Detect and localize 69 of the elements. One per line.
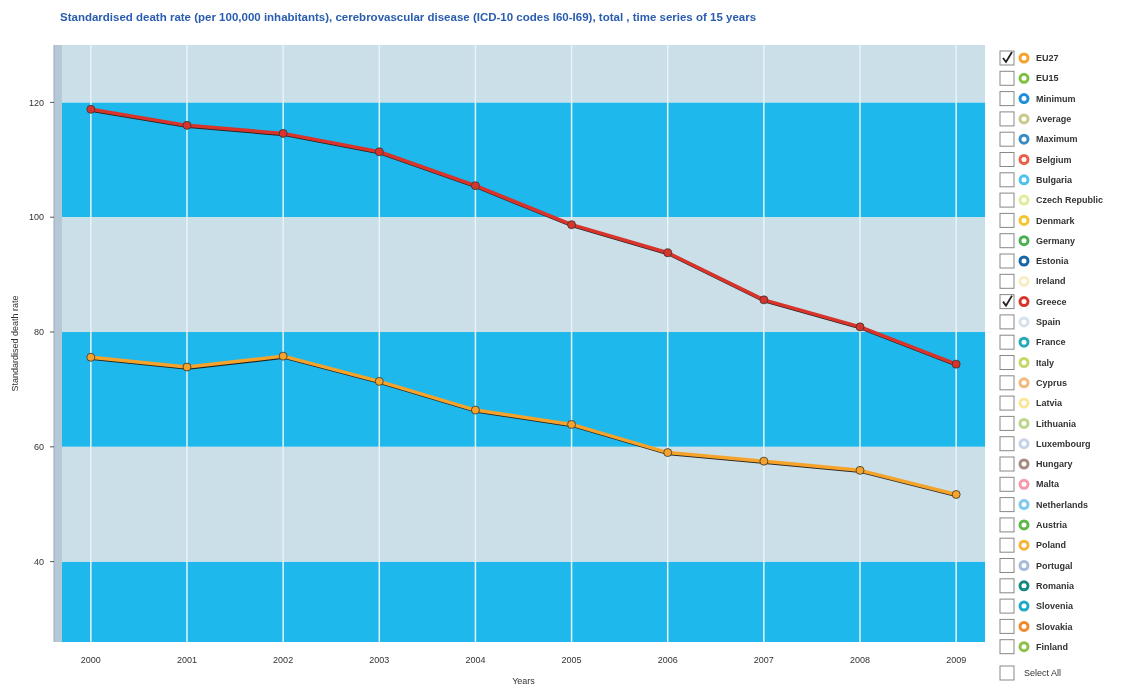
point bbox=[759, 295, 769, 305]
x-axis-title: Years bbox=[512, 676, 536, 686]
legend-label: Czech Republic bbox=[1036, 195, 1104, 206]
x-tick-label: 2008 bbox=[849, 655, 871, 665]
y-tick-label: 60 bbox=[33, 441, 44, 452]
legend-label: Denmark bbox=[1036, 215, 1076, 226]
y-tick-label: 120 bbox=[28, 97, 44, 108]
legend-label: Luxembourg bbox=[1036, 438, 1091, 449]
legend-label: EU15 bbox=[1036, 73, 1059, 84]
point bbox=[374, 376, 384, 386]
legend-label: Maximum bbox=[1036, 134, 1078, 145]
point bbox=[951, 490, 961, 499]
point bbox=[471, 405, 480, 415]
point bbox=[663, 448, 673, 457]
point bbox=[278, 129, 288, 138]
legend-label: Italy bbox=[1036, 357, 1055, 368]
x-tick-label: 2005 bbox=[561, 655, 582, 665]
legend-label: Lithuania bbox=[1036, 418, 1077, 429]
legend-label: Netherlands bbox=[1036, 499, 1089, 510]
point bbox=[855, 322, 865, 332]
legend-label: Finland bbox=[1036, 641, 1068, 652]
legend-label: Minimum bbox=[1036, 93, 1076, 104]
point bbox=[759, 456, 769, 466]
point bbox=[567, 220, 576, 230]
x-tick-label: 2003 bbox=[369, 655, 390, 665]
x-tick-label: 2002 bbox=[273, 655, 294, 665]
x-tick-label: 2000 bbox=[80, 655, 101, 665]
y-tick-label: 40 bbox=[33, 556, 44, 567]
legend-label: Ireland bbox=[1036, 276, 1066, 287]
legend-label: Latvia bbox=[1036, 398, 1064, 409]
point bbox=[182, 120, 192, 130]
chart-title: Standardised death rate (per 100,000 inhabitants), cerebrovascular disease (ICD-10 codes I60-I69), total , time series of 15 years bbox=[60, 11, 757, 23]
legend-label: Bulgaria bbox=[1036, 174, 1073, 185]
point bbox=[278, 351, 288, 361]
legend-label: Germany bbox=[1036, 235, 1076, 246]
point bbox=[86, 104, 96, 114]
point bbox=[182, 362, 192, 372]
legend-label: Average bbox=[1036, 114, 1072, 125]
y-tick-label: 80 bbox=[33, 327, 44, 338]
point bbox=[374, 147, 384, 157]
x-tick-label: 2009 bbox=[946, 655, 967, 665]
legend-label: Poland bbox=[1036, 540, 1067, 551]
point bbox=[471, 181, 480, 191]
legend-label: Slovakia bbox=[1036, 621, 1074, 632]
text: Select All bbox=[1024, 668, 1062, 679]
legend-label: EU27 bbox=[1036, 53, 1059, 64]
point bbox=[663, 248, 673, 258]
legend-label: France bbox=[1036, 337, 1066, 348]
x-tick-label: 2001 bbox=[176, 655, 198, 665]
legend-label: Slovenia bbox=[1036, 601, 1075, 612]
legend-label: Romania bbox=[1036, 580, 1075, 591]
point bbox=[951, 359, 961, 369]
legend-label: Hungary bbox=[1036, 459, 1073, 470]
x-tick-label: 2006 bbox=[657, 655, 678, 665]
point bbox=[855, 465, 865, 475]
y-tick-label: 100 bbox=[28, 212, 44, 223]
y-axis-title: Standardised death rate bbox=[10, 295, 20, 392]
x-tick-label: 2007 bbox=[753, 655, 774, 665]
point bbox=[86, 352, 96, 362]
legend-label: Greece bbox=[1036, 296, 1067, 307]
legend-label: Malta bbox=[1036, 479, 1060, 490]
legend-label: Spain bbox=[1036, 317, 1061, 328]
point bbox=[567, 420, 576, 429]
legend-label: Cyprus bbox=[1036, 377, 1068, 388]
legend-label: Estonia bbox=[1036, 256, 1070, 267]
legend-label: Portugal bbox=[1036, 560, 1073, 571]
legend-label: Austria bbox=[1036, 520, 1068, 531]
x-tick-label: 2004 bbox=[465, 655, 486, 665]
legend-label: Belgium bbox=[1036, 154, 1072, 165]
